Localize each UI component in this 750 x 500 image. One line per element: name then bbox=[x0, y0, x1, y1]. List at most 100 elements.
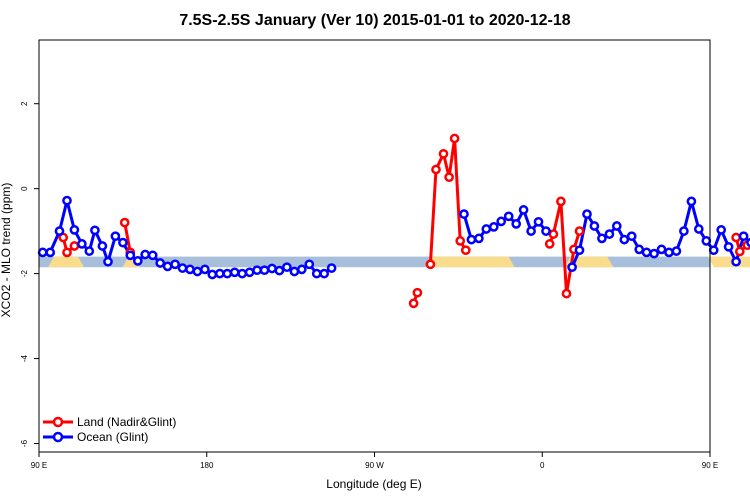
data-point-ocean bbox=[162, 261, 173, 272]
data-point-ocean bbox=[237, 268, 248, 279]
y-tick-label: -2 bbox=[20, 270, 29, 278]
data-point-ocean bbox=[54, 226, 65, 236]
series-line-land bbox=[123, 222, 132, 253]
data-point-ocean bbox=[90, 225, 100, 236]
data-point-land bbox=[412, 287, 423, 298]
y-axis-ticks: -6 -4 -2 0 2 bbox=[20, 101, 39, 447]
y-tick-label: -6 bbox=[20, 439, 29, 447]
data-point-ocean bbox=[731, 256, 741, 267]
data-point-land bbox=[69, 241, 80, 251]
data-point-ocean bbox=[252, 265, 262, 276]
data-point-ocean bbox=[200, 264, 210, 275]
data-point-ocean bbox=[693, 224, 704, 234]
data-point-ocean bbox=[503, 211, 514, 222]
data-point-land bbox=[455, 236, 466, 246]
data-point-ocean bbox=[679, 226, 689, 236]
data-point-ocean bbox=[125, 250, 136, 261]
surface-band-ocean bbox=[39, 256, 710, 268]
data-point-ocean bbox=[619, 234, 630, 245]
data-point-ocean bbox=[319, 268, 330, 279]
y-tick-label: 0 bbox=[20, 186, 29, 191]
y-axis-label: XCO2 - MLO trend (ppm) bbox=[0, 183, 13, 318]
series-lines bbox=[42, 137, 750, 304]
data-point-land bbox=[449, 133, 460, 144]
data-point-land bbox=[574, 226, 585, 236]
data-point-ocean bbox=[738, 231, 749, 242]
data-point-ocean bbox=[474, 233, 484, 244]
data-point-ocean bbox=[84, 246, 95, 256]
data-point-ocean bbox=[664, 247, 674, 258]
data-point-land bbox=[731, 232, 741, 243]
data-point-ocean bbox=[496, 216, 507, 227]
x-tick-label: 90 E bbox=[702, 461, 718, 470]
data-point-ocean bbox=[326, 263, 337, 273]
data-point-ocean bbox=[296, 264, 307, 275]
x-tick-label: 180 bbox=[200, 461, 214, 470]
data-point-ocean bbox=[77, 239, 87, 249]
data-point-ocean bbox=[511, 219, 522, 229]
data-point-ocean bbox=[533, 216, 544, 227]
x-axis-label: Longitude (deg E) bbox=[326, 477, 421, 491]
legend-label-land: Land (Nadir&Glint) bbox=[77, 415, 176, 429]
y-tick-label: 2 bbox=[20, 101, 29, 106]
data-point-ocean bbox=[597, 233, 607, 244]
data-point-ocean bbox=[170, 259, 180, 270]
data-point-ocean bbox=[62, 195, 72, 206]
data-point-ocean bbox=[244, 267, 255, 278]
legend-marker-ocean bbox=[52, 431, 64, 443]
data-point-land bbox=[460, 245, 471, 256]
data-point-ocean bbox=[574, 245, 585, 256]
data-point-ocean bbox=[259, 265, 270, 276]
data-point-ocean bbox=[45, 247, 56, 258]
data-point-land bbox=[544, 239, 555, 249]
data-point-ocean bbox=[140, 249, 151, 260]
data-point-ocean bbox=[589, 221, 600, 231]
data-point-ocean bbox=[147, 250, 158, 261]
legend: Land (Nadir&Glint) Ocean (Glint) bbox=[43, 415, 176, 444]
data-point-ocean bbox=[274, 265, 285, 276]
data-point-ocean bbox=[708, 245, 719, 256]
data-point-ocean bbox=[177, 263, 188, 273]
data-point-land bbox=[438, 148, 449, 159]
data-point-ocean bbox=[466, 234, 477, 245]
data-point-ocean bbox=[634, 244, 645, 255]
data-point-land bbox=[734, 246, 745, 257]
data-point-ocean bbox=[488, 222, 499, 232]
data-point-land bbox=[556, 196, 566, 207]
data-point-ocean bbox=[267, 263, 277, 274]
data-point-ocean bbox=[37, 247, 48, 258]
data-point-ocean bbox=[716, 225, 727, 235]
x-tick-label: 90 E bbox=[31, 461, 47, 470]
data-point-ocean bbox=[132, 256, 143, 266]
surface-band-land bbox=[708, 256, 750, 268]
data-point-land bbox=[548, 229, 559, 239]
data-point-ocean bbox=[604, 229, 615, 239]
data-point-ocean bbox=[118, 237, 128, 248]
data-point-land bbox=[62, 247, 72, 258]
data-point-land bbox=[444, 172, 454, 183]
data-point-ocean bbox=[311, 268, 322, 279]
surface-band-land bbox=[426, 256, 515, 268]
data-point-ocean bbox=[229, 267, 240, 278]
data-point-ocean bbox=[518, 205, 529, 215]
data-point-land bbox=[561, 288, 572, 299]
data-point-ocean bbox=[282, 262, 292, 273]
data-point-ocean bbox=[526, 226, 536, 236]
data-point-ocean bbox=[671, 246, 682, 256]
data-point-ocean bbox=[701, 236, 712, 246]
data-point-ocean bbox=[626, 231, 637, 242]
series-points bbox=[37, 133, 750, 309]
data-point-ocean bbox=[110, 231, 121, 242]
data-point-ocean bbox=[185, 264, 195, 275]
x-axis-ticks: 90 E 180 90 W 0 90 E bbox=[31, 452, 718, 470]
data-point-ocean bbox=[656, 244, 667, 255]
data-point-ocean bbox=[582, 209, 592, 219]
data-point-ocean bbox=[304, 259, 315, 270]
data-point-ocean bbox=[97, 241, 108, 251]
x-tick-label: 90 W bbox=[365, 461, 384, 470]
y-tick-label: -4 bbox=[20, 354, 29, 362]
plot-frame bbox=[38, 39, 711, 453]
data-point-land bbox=[431, 164, 441, 175]
data-point-ocean bbox=[69, 225, 80, 235]
